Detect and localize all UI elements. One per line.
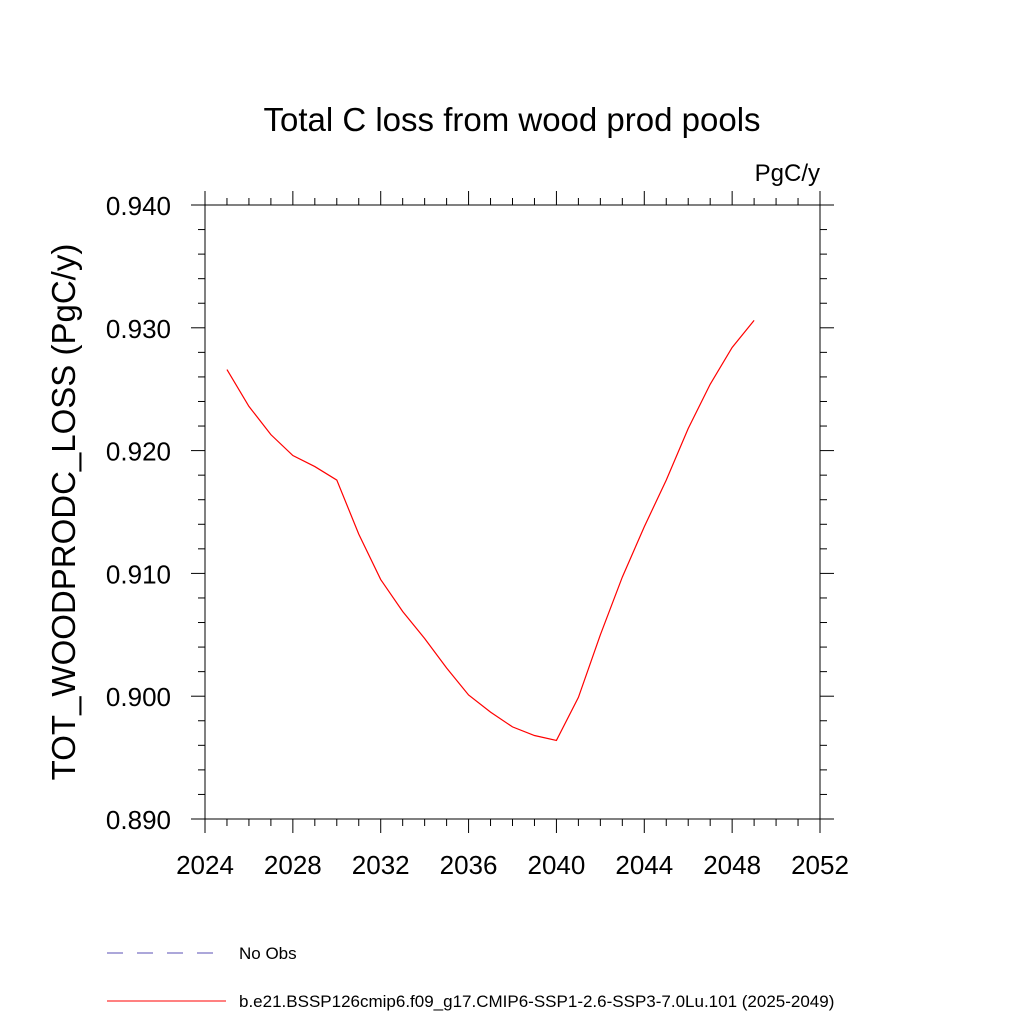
x-tick-label: 2044 bbox=[615, 850, 673, 880]
x-tick-label: 2036 bbox=[440, 850, 498, 880]
x-tick-label: 2024 bbox=[176, 850, 234, 880]
y-tick-label: 0.900 bbox=[106, 682, 171, 712]
x-tick-label: 2028 bbox=[264, 850, 322, 880]
legend-label: No Obs bbox=[239, 944, 297, 963]
series-line-1 bbox=[226, 320, 755, 742]
y-tick-label: 0.940 bbox=[106, 191, 171, 221]
x-tick-label: 2040 bbox=[528, 850, 586, 880]
x-axis-tick-labels: 2024 2028 2032 2036 2040 2044 2048 2052 bbox=[176, 850, 849, 880]
x-tick-label: 2032 bbox=[352, 850, 410, 880]
y-tick-label: 0.920 bbox=[106, 437, 171, 467]
x-tick-label: 2052 bbox=[791, 850, 849, 880]
series-lines bbox=[226, 320, 755, 742]
legend-label: b.e21.BSSP126cmip6.f09_g17.CMIP6-SSP1-2.… bbox=[239, 992, 834, 1011]
legend: No Obs b.e21.BSSP126cmip6.f09_g17.CMIP6-S… bbox=[107, 944, 834, 1011]
units-label: PgC/y bbox=[755, 160, 820, 187]
y-tick-label: 0.890 bbox=[106, 805, 171, 835]
x-tick-label: 2048 bbox=[703, 850, 761, 880]
y-axis-tick-labels: 0.890 0.900 0.910 0.920 0.930 0.940 bbox=[106, 191, 171, 835]
y-tick-label: 0.910 bbox=[106, 559, 171, 589]
chart-title: Total C loss from wood prod pools bbox=[263, 101, 760, 138]
axis-ticks bbox=[191, 191, 834, 833]
y-tick-label: 0.930 bbox=[106, 314, 171, 344]
y-axis-label: TOT_WOODPRODC_LOSS (PgC/y) bbox=[45, 244, 82, 781]
